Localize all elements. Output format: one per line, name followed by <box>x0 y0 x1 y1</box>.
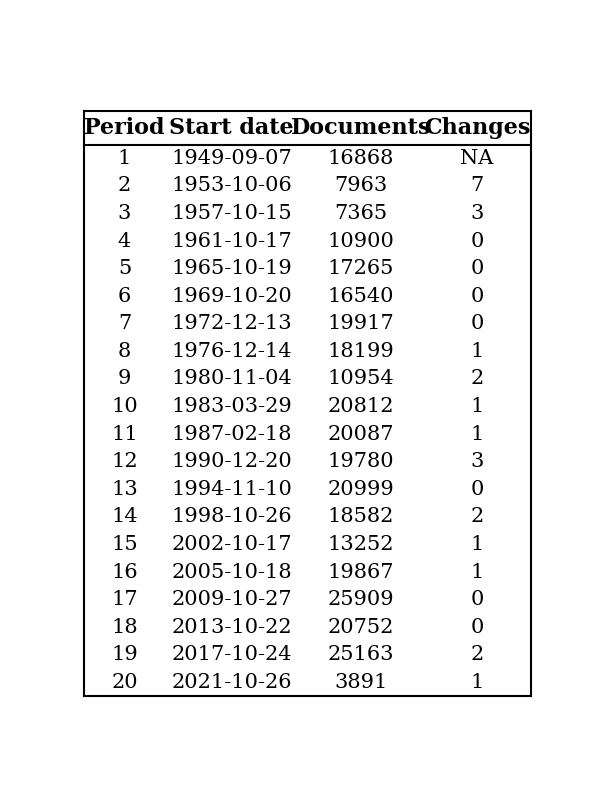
Text: 20752: 20752 <box>328 618 394 637</box>
Text: 0: 0 <box>470 590 484 609</box>
Text: 1980-11-04: 1980-11-04 <box>171 369 292 388</box>
Text: Period: Period <box>84 117 165 139</box>
Text: 1957-10-15: 1957-10-15 <box>171 204 292 223</box>
Text: 1: 1 <box>470 535 484 554</box>
Text: 1953-10-06: 1953-10-06 <box>171 177 292 196</box>
Text: 0: 0 <box>470 314 484 334</box>
Text: 11: 11 <box>111 424 138 443</box>
Text: 0: 0 <box>470 259 484 278</box>
Text: 19917: 19917 <box>328 314 394 334</box>
Text: 1972-12-13: 1972-12-13 <box>171 314 292 334</box>
Text: 13252: 13252 <box>328 535 394 554</box>
Text: 19867: 19867 <box>328 563 394 582</box>
Text: 2009-10-27: 2009-10-27 <box>171 590 292 609</box>
Text: 20087: 20087 <box>328 424 394 443</box>
Text: 0: 0 <box>470 232 484 251</box>
Text: 1976-12-14: 1976-12-14 <box>172 342 292 361</box>
Text: 16540: 16540 <box>328 287 394 306</box>
Text: 14: 14 <box>111 507 138 526</box>
Text: 2: 2 <box>470 646 484 665</box>
Text: 17265: 17265 <box>328 259 394 278</box>
Text: 20812: 20812 <box>328 397 394 416</box>
Text: 25163: 25163 <box>328 646 394 665</box>
Text: 2017-10-24: 2017-10-24 <box>172 646 292 665</box>
Text: 7: 7 <box>118 314 131 334</box>
Text: Documents: Documents <box>291 117 431 139</box>
Text: 15: 15 <box>111 535 138 554</box>
Text: 3: 3 <box>118 204 131 223</box>
Text: 2002-10-17: 2002-10-17 <box>171 535 292 554</box>
Text: 1961-10-17: 1961-10-17 <box>171 232 292 251</box>
Text: 1965-10-19: 1965-10-19 <box>171 259 292 278</box>
Text: 13: 13 <box>111 480 138 499</box>
Text: 18: 18 <box>111 618 138 637</box>
Text: 3: 3 <box>470 452 484 471</box>
Text: 19780: 19780 <box>328 452 394 471</box>
Text: 1983-03-29: 1983-03-29 <box>171 397 292 416</box>
Text: 1987-02-18: 1987-02-18 <box>172 424 292 443</box>
Text: 4: 4 <box>118 232 131 251</box>
Text: 16868: 16868 <box>328 149 394 168</box>
Text: 2: 2 <box>118 177 131 196</box>
Text: 18582: 18582 <box>328 507 394 526</box>
Text: 2: 2 <box>470 369 484 388</box>
Text: 1969-10-20: 1969-10-20 <box>171 287 292 306</box>
Text: 19: 19 <box>111 646 138 665</box>
Text: 10: 10 <box>111 397 138 416</box>
Text: 1: 1 <box>470 397 484 416</box>
Text: 1990-12-20: 1990-12-20 <box>171 452 292 471</box>
Text: 1: 1 <box>470 563 484 582</box>
Text: 17: 17 <box>111 590 138 609</box>
Text: 12: 12 <box>111 452 138 471</box>
Text: 0: 0 <box>470 287 484 306</box>
Text: 10900: 10900 <box>328 232 395 251</box>
Text: 1: 1 <box>118 149 131 168</box>
Text: 6: 6 <box>118 287 131 306</box>
Text: 2005-10-18: 2005-10-18 <box>171 563 292 582</box>
Text: 2: 2 <box>470 507 484 526</box>
Text: 1998-10-26: 1998-10-26 <box>171 507 292 526</box>
Text: Start date: Start date <box>169 117 294 139</box>
Text: 20999: 20999 <box>328 480 394 499</box>
Text: 7: 7 <box>470 177 484 196</box>
Text: 1949-09-07: 1949-09-07 <box>171 149 292 168</box>
Text: 7963: 7963 <box>334 177 388 196</box>
Text: 9: 9 <box>118 369 131 388</box>
Text: 3: 3 <box>470 204 484 223</box>
Text: Changes: Changes <box>424 117 530 139</box>
Text: 16: 16 <box>111 563 138 582</box>
Text: 2013-10-22: 2013-10-22 <box>171 618 292 637</box>
Text: 0: 0 <box>470 480 484 499</box>
Text: 3891: 3891 <box>334 673 388 692</box>
Text: 1: 1 <box>470 424 484 443</box>
Text: 5: 5 <box>118 259 131 278</box>
Text: 20: 20 <box>111 673 138 692</box>
Text: 18199: 18199 <box>328 342 394 361</box>
Text: 2021-10-26: 2021-10-26 <box>172 673 292 692</box>
Text: 0: 0 <box>470 618 484 637</box>
Text: 8: 8 <box>118 342 131 361</box>
Text: NA: NA <box>460 149 494 168</box>
Text: 10954: 10954 <box>328 369 394 388</box>
Text: 25909: 25909 <box>328 590 394 609</box>
Text: 1: 1 <box>470 673 484 692</box>
Text: 1994-11-10: 1994-11-10 <box>171 480 292 499</box>
Text: 1: 1 <box>470 342 484 361</box>
Text: 7365: 7365 <box>335 204 388 223</box>
